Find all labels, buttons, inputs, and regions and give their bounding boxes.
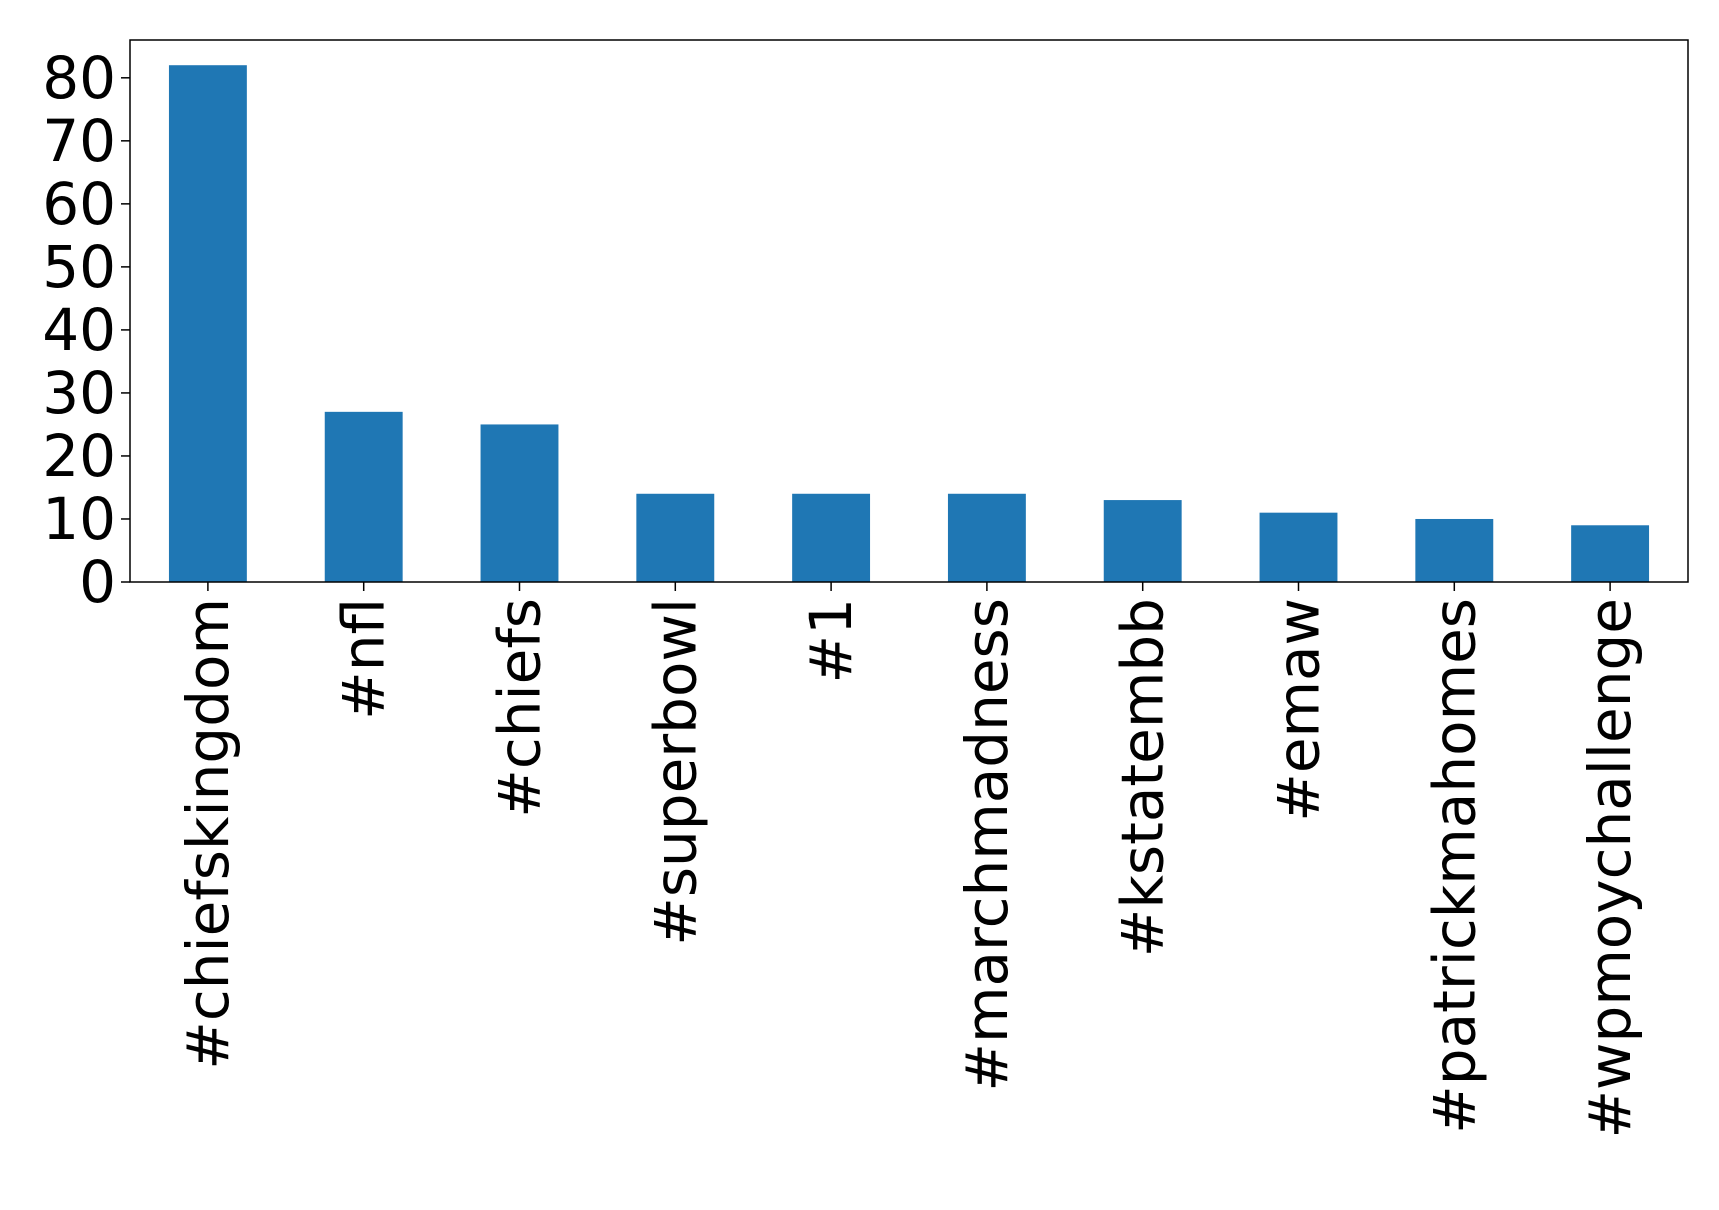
bar-superbowl bbox=[636, 493, 715, 582]
x-tick-label: #nfl bbox=[330, 598, 398, 720]
x-tick-label: #wpmoychallenge bbox=[1576, 598, 1644, 1139]
bar-marchmadness bbox=[947, 493, 1026, 582]
bars-group bbox=[168, 65, 1650, 583]
y-tick-label: 60 bbox=[42, 170, 116, 238]
bar-kstatembb bbox=[1103, 500, 1182, 582]
x-tick-label: #superbowl bbox=[641, 598, 709, 946]
x-tick-label: #1 bbox=[797, 598, 865, 684]
bar-emaw bbox=[1259, 512, 1338, 582]
y-tick-label: 70 bbox=[42, 107, 116, 175]
x-tick-label: #emaw bbox=[1265, 598, 1333, 822]
y-tick-label: 50 bbox=[42, 233, 116, 301]
bar-chiefs bbox=[480, 424, 559, 582]
y-tick-label: 80 bbox=[42, 44, 116, 112]
y-tick-label: 10 bbox=[42, 485, 116, 553]
x-axis: #chiefskingdom #nfl #chiefs #superbowl #1 #ma… bbox=[174, 582, 1644, 1139]
bar-patrickmahomes bbox=[1415, 518, 1494, 582]
y-tick-label: 30 bbox=[42, 359, 116, 427]
bar-nfl bbox=[324, 411, 403, 582]
x-tick-label: #marchmadness bbox=[953, 598, 1021, 1092]
bar-wpmoychallenge bbox=[1571, 525, 1650, 582]
x-tick-label: #chiefskingdom bbox=[174, 598, 242, 1070]
bar-chiefskingdom bbox=[168, 65, 247, 583]
y-tick-label: 40 bbox=[42, 296, 116, 364]
x-tick-label: #chiefs bbox=[486, 598, 554, 818]
y-tick-label: 20 bbox=[42, 422, 116, 490]
x-tick-label: #patrickmahomes bbox=[1420, 598, 1488, 1134]
plot-frame bbox=[129, 39, 1689, 583]
bar-1 bbox=[792, 493, 871, 582]
x-tick-label: #kstatembb bbox=[1109, 598, 1177, 957]
y-tick-label: 0 bbox=[79, 548, 116, 616]
